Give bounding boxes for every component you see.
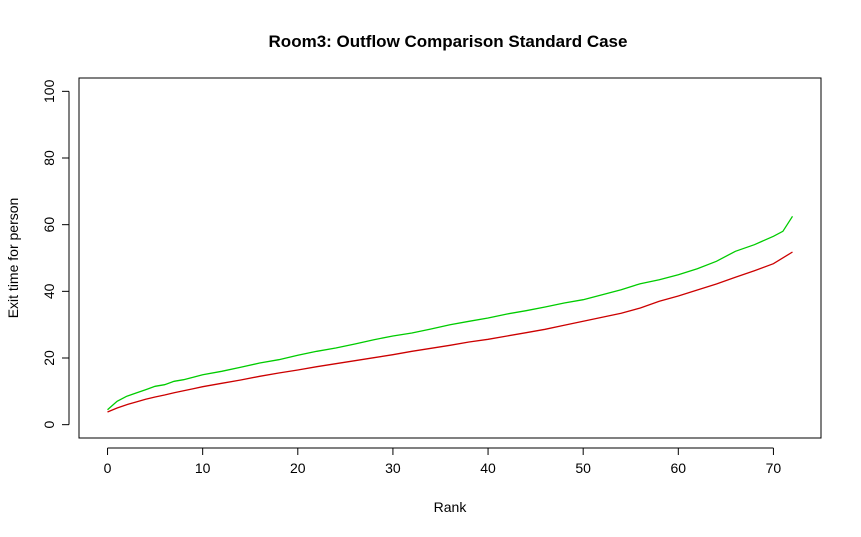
chart-title: Room3: Outflow Comparison Standard Case <box>269 32 628 51</box>
y-tick-label: 100 <box>41 79 57 103</box>
y-axis-label: Exit time for person <box>5 198 21 319</box>
series-line-2 <box>107 251 793 413</box>
y-tick-label: 40 <box>41 283 57 299</box>
x-tick-label: 10 <box>195 460 211 476</box>
y-tick-label: 20 <box>41 350 57 366</box>
y-tick-label: 60 <box>41 217 57 233</box>
x-tick-label: 70 <box>766 460 782 476</box>
plot-frame <box>78 77 822 439</box>
x-tick-label: 40 <box>480 460 496 476</box>
y-tick-label: 80 <box>41 150 57 166</box>
x-tick-label: 60 <box>671 460 687 476</box>
x-tick-label: 50 <box>575 460 591 476</box>
x-tick-label: 0 <box>104 460 112 476</box>
x-axis-label: Rank <box>434 499 468 515</box>
x-tick-label: 30 <box>385 460 401 476</box>
y-axis: 0 20 40 60 80 100 <box>41 79 70 429</box>
series-layer <box>107 215 794 413</box>
series-line-1 <box>107 215 794 411</box>
y-tick-label: 0 <box>41 421 57 429</box>
x-tick-label: 20 <box>290 460 306 476</box>
x-axis: 0 10 20 30 40 50 60 70 <box>104 447 782 476</box>
